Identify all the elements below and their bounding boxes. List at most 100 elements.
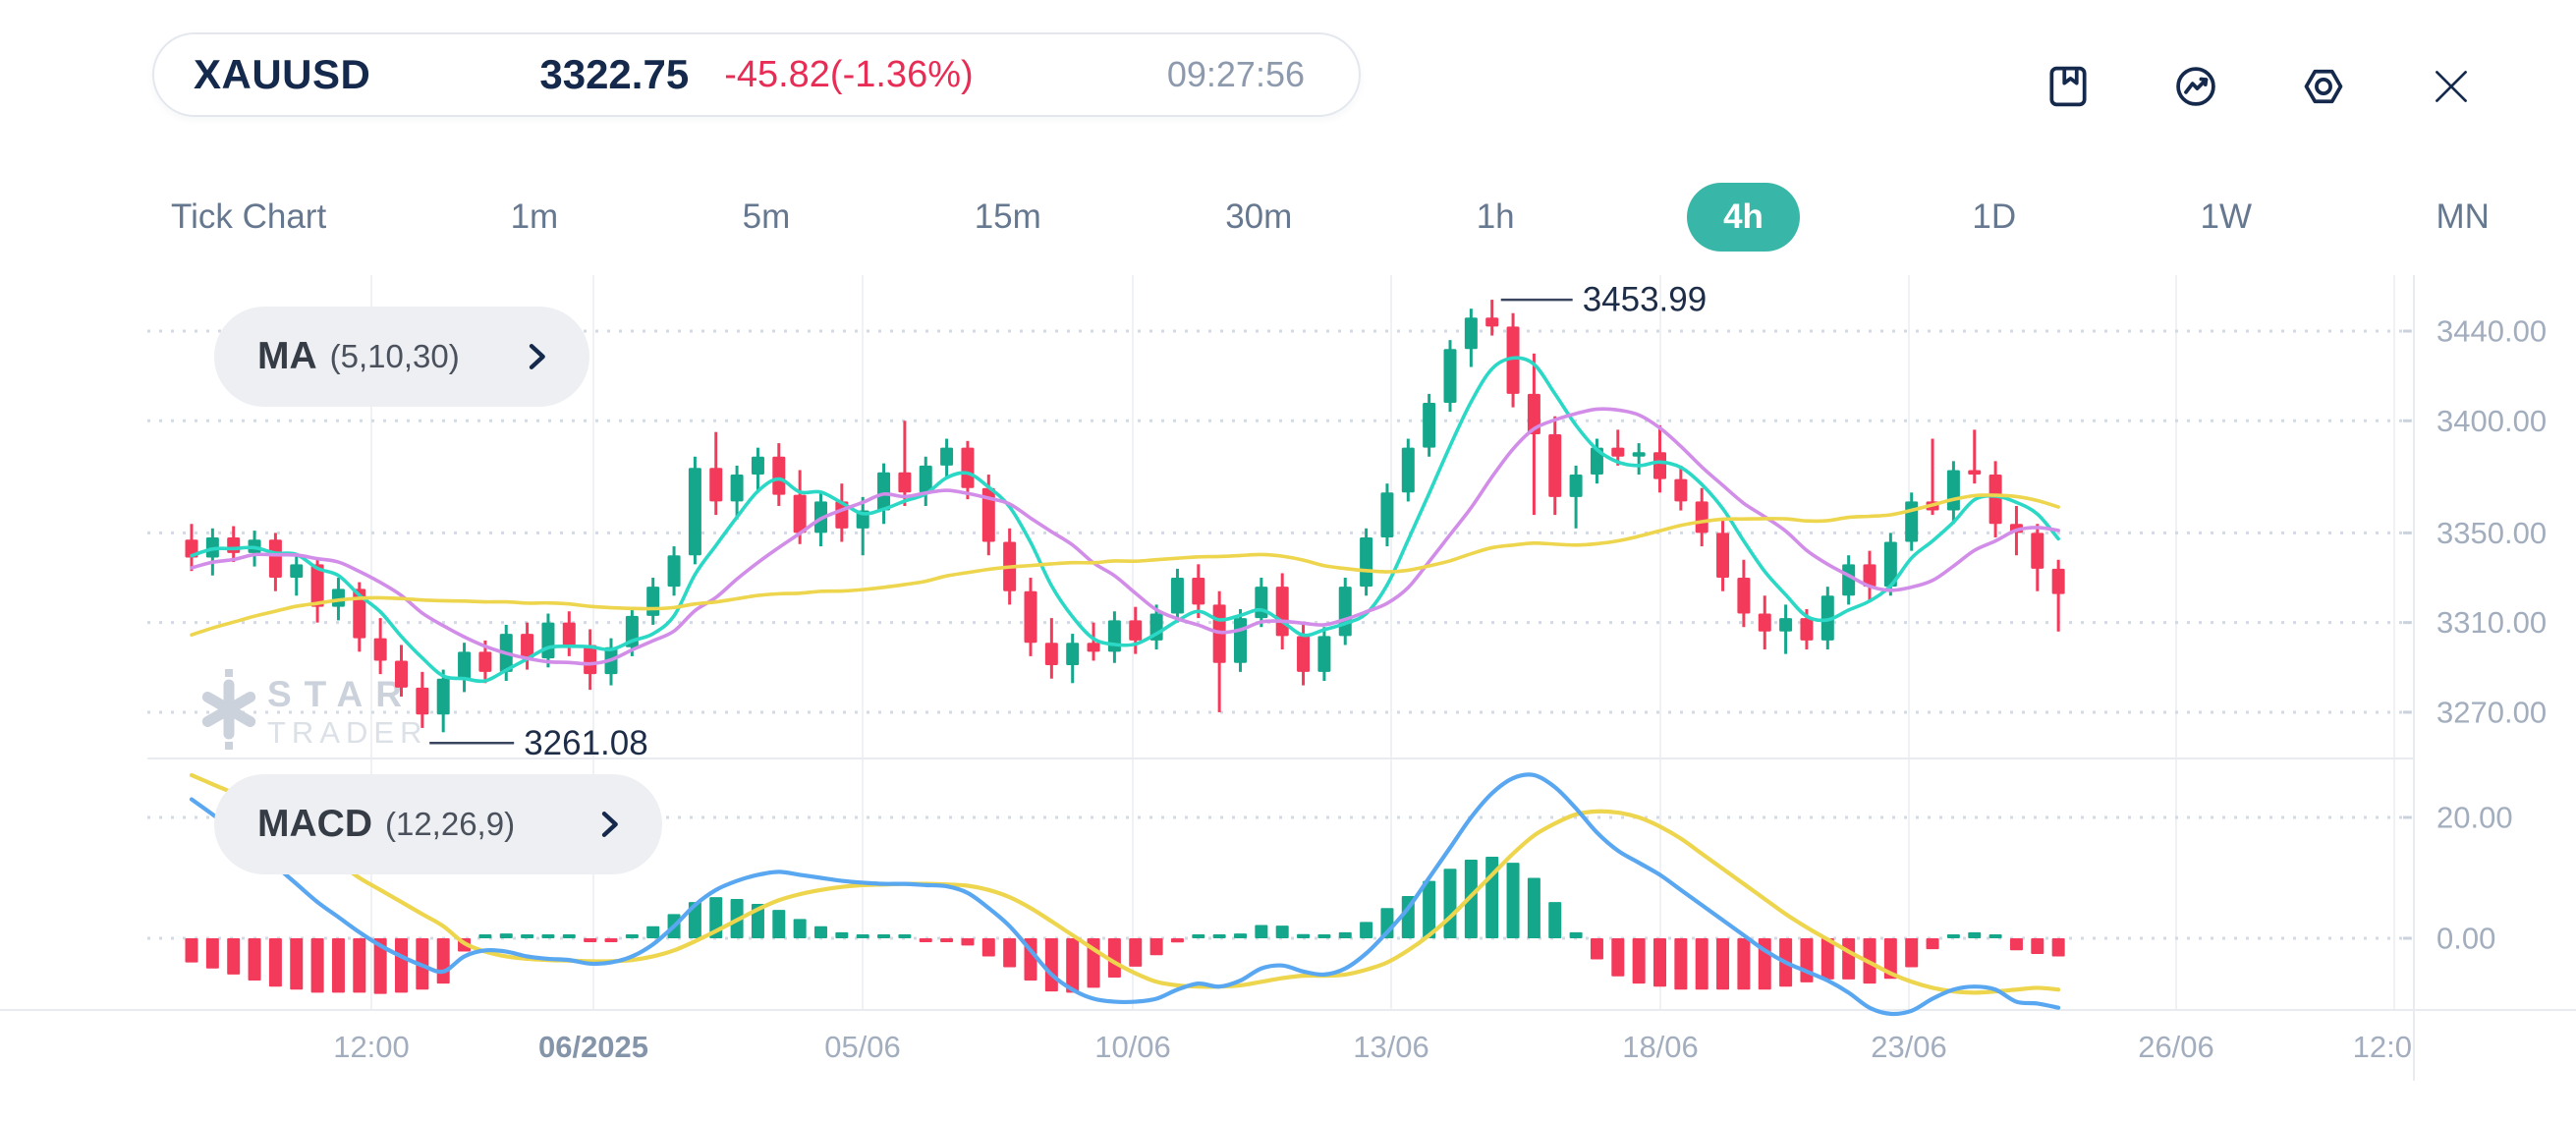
candle-body bbox=[1946, 470, 1960, 511]
macd-histogram-bar bbox=[1527, 877, 1540, 938]
macd-histogram-bar bbox=[1423, 880, 1436, 938]
candle-wick bbox=[2056, 559, 2060, 632]
candlesticks bbox=[185, 300, 2065, 733]
macd-histogram-bar bbox=[1926, 938, 1939, 950]
macd-histogram-bar bbox=[1464, 860, 1478, 938]
svg-text:3310.00: 3310.00 bbox=[2436, 605, 2547, 640]
ma-indicator-name: MA bbox=[257, 335, 317, 377]
macd-histogram-bar bbox=[290, 938, 304, 990]
ma-indicator-badge[interactable]: MA (5,10,30) bbox=[214, 307, 589, 407]
macd-histogram-bar bbox=[981, 938, 995, 957]
candle-body bbox=[478, 651, 492, 672]
candle-body bbox=[961, 447, 975, 488]
ma-indicator-params: (5,10,30) bbox=[329, 338, 460, 374]
macd-histogram-bar bbox=[353, 938, 366, 993]
timeframe-tabs: Tick Chart 1m 5m 15m 30m 1h 4h 1D 1W MN bbox=[159, 183, 2501, 252]
macd-histogram-bar bbox=[310, 938, 324, 993]
candle-body bbox=[1485, 317, 1499, 327]
macd-histogram-bar bbox=[2009, 938, 2023, 951]
macd-histogram-bar bbox=[1883, 938, 1897, 980]
candle-body bbox=[290, 564, 304, 579]
vertical-gridlines bbox=[370, 275, 2395, 1010]
candle-body bbox=[310, 564, 324, 607]
macd-histogram-bar bbox=[1653, 938, 1666, 987]
time-axis: 12:00 06/2025 05/06 10/06 13/06 18/06 23/06 26/… bbox=[333, 1030, 2412, 1064]
macd-histogram-bar bbox=[940, 938, 954, 942]
candle-body bbox=[1569, 475, 1583, 497]
candle-body bbox=[1820, 595, 1834, 641]
settings-icon[interactable] bbox=[2299, 62, 2348, 111]
macd-histogram-bar bbox=[499, 933, 513, 938]
tab-1m[interactable]: 1m bbox=[510, 197, 559, 236]
svg-text:13/06: 13/06 bbox=[1353, 1030, 1429, 1064]
tab-5m[interactable]: 5m bbox=[742, 197, 791, 236]
candle-wick bbox=[1532, 353, 1536, 516]
macd-histogram-bar bbox=[1107, 938, 1121, 978]
candle-body bbox=[1338, 587, 1352, 637]
candle-body bbox=[772, 456, 786, 495]
candle-body bbox=[1506, 326, 1520, 394]
market-trend-icon[interactable] bbox=[2171, 62, 2220, 111]
macd-histogram-bar bbox=[1674, 938, 1688, 990]
close-icon[interactable] bbox=[2427, 62, 2476, 111]
macd-histogram-bar bbox=[373, 938, 387, 994]
tab-1h[interactable]: 1h bbox=[1476, 197, 1515, 236]
candle-body bbox=[1192, 578, 1205, 605]
macd-indicator-badge[interactable]: MACD (12,26,9) bbox=[214, 774, 662, 874]
macd-indicator-params: (12,26,9) bbox=[384, 806, 516, 842]
tab-tick-chart[interactable]: Tick Chart bbox=[171, 197, 327, 236]
macd-histogram-bar bbox=[205, 938, 219, 969]
macd-histogram-bar bbox=[1275, 926, 1289, 938]
macd-histogram-bar bbox=[1044, 938, 1058, 992]
macd-histogram-bar bbox=[541, 934, 555, 938]
candle-body bbox=[898, 472, 912, 493]
macd-histogram-bar bbox=[248, 938, 261, 982]
macd-histogram-bar bbox=[1212, 934, 1226, 938]
bookmark-icon[interactable] bbox=[2044, 62, 2093, 111]
macd-histogram-bar bbox=[268, 938, 282, 987]
symbol-header[interactable]: XAUUSD 3322.75 -45.82(-1.36%) 09:27:56 bbox=[152, 32, 1361, 117]
tab-1w[interactable]: 1W bbox=[2200, 197, 2253, 236]
svg-text:3350.00: 3350.00 bbox=[2436, 516, 2547, 550]
candle-body bbox=[1464, 317, 1478, 350]
svg-text:TRADER: TRADER bbox=[267, 715, 427, 750]
svg-text:05/06: 05/06 bbox=[824, 1030, 901, 1064]
toolbar bbox=[2044, 62, 2476, 111]
candle-wick bbox=[1931, 438, 1934, 516]
candle-wick bbox=[1973, 429, 1977, 484]
macd-histogram-bar bbox=[1548, 902, 1562, 938]
svg-text:STAR: STAR bbox=[267, 674, 415, 714]
chevron-right-icon bbox=[589, 805, 629, 844]
candle-body bbox=[1297, 636, 1311, 672]
candle-wick bbox=[903, 421, 907, 506]
candle-wick bbox=[1574, 465, 1578, 529]
tab-1d[interactable]: 1D bbox=[1972, 197, 2017, 236]
tab-mn[interactable]: MN bbox=[2436, 197, 2490, 236]
macd-histogram-bar bbox=[1149, 938, 1163, 956]
svg-text:10/06: 10/06 bbox=[1094, 1030, 1171, 1064]
candle-body bbox=[1737, 578, 1751, 614]
ma-30-line bbox=[190, 493, 2060, 638]
macd-histogram-bar bbox=[604, 938, 618, 942]
macd-histogram-bar bbox=[1716, 938, 1730, 990]
macd-histogram-bar bbox=[1129, 938, 1143, 967]
macd-histogram-bar bbox=[436, 938, 450, 984]
macd-signal-line bbox=[189, 772, 2061, 995]
macd-histogram-bar bbox=[877, 934, 891, 938]
tab-30m[interactable]: 30m bbox=[1225, 197, 1293, 236]
candle-body bbox=[1632, 452, 1646, 457]
ma-10-line bbox=[190, 407, 2060, 666]
chevron-right-icon bbox=[517, 337, 556, 376]
candle-body bbox=[1234, 618, 1247, 663]
candle-body bbox=[1590, 447, 1603, 476]
macd-histogram-bar bbox=[1632, 938, 1646, 984]
macd-histogram-bar bbox=[961, 938, 975, 946]
macd-histogram-bar bbox=[793, 919, 807, 938]
macd-histogram-bar bbox=[1170, 938, 1184, 943]
tab-15m[interactable]: 15m bbox=[974, 197, 1041, 236]
candle-body bbox=[436, 678, 450, 715]
tab-4h[interactable]: 4h bbox=[1687, 183, 1800, 252]
macd-histogram-bar bbox=[1905, 938, 1919, 968]
